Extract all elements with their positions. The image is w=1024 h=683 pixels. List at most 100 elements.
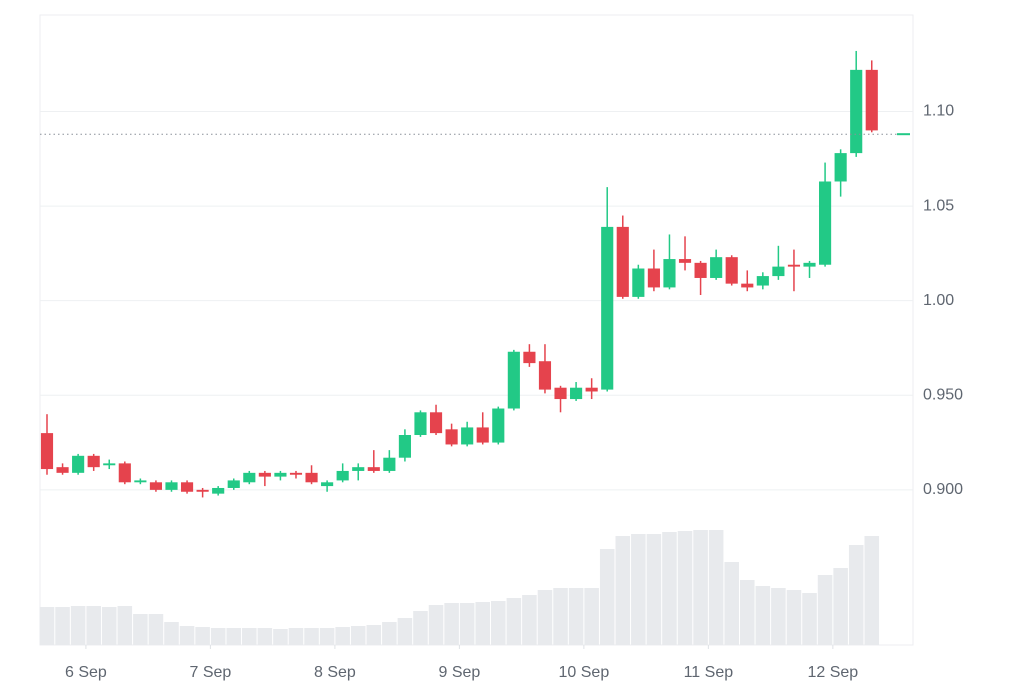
volume-bar bbox=[428, 605, 444, 645]
x-tick-label: 12 Sep bbox=[807, 664, 858, 681]
candle-body bbox=[632, 268, 645, 297]
candle-body bbox=[134, 480, 147, 483]
volume-bar bbox=[568, 588, 584, 645]
volume-bar bbox=[397, 618, 413, 645]
candle-body bbox=[538, 361, 552, 390]
volume-bar bbox=[864, 536, 880, 645]
x-tick-label: 8 Sep bbox=[314, 664, 356, 681]
volume-bar bbox=[491, 601, 506, 645]
volume-bar bbox=[179, 626, 195, 645]
volume-bar bbox=[319, 628, 335, 645]
y-tick-label: 1.10 bbox=[923, 103, 954, 120]
candle-body bbox=[212, 487, 225, 494]
candle-body bbox=[289, 472, 303, 475]
candle-body bbox=[398, 435, 411, 458]
volume-bar bbox=[615, 536, 631, 645]
candle-body bbox=[710, 257, 723, 278]
candle-body bbox=[834, 153, 847, 182]
volume-bar bbox=[304, 628, 319, 645]
volume-bar bbox=[848, 545, 864, 645]
volume-bar bbox=[210, 628, 226, 645]
volume-bar bbox=[584, 588, 599, 645]
y-tick-label: 0.900 bbox=[923, 481, 963, 498]
candle-body bbox=[725, 257, 738, 284]
candle-body bbox=[554, 387, 567, 400]
volume-bar bbox=[802, 593, 817, 645]
candle-body bbox=[663, 259, 676, 288]
x-tick-label: 9 Sep bbox=[438, 664, 480, 681]
candle-body bbox=[352, 467, 365, 471]
candle-body bbox=[445, 429, 458, 445]
candle-body bbox=[180, 482, 194, 492]
volume-bar bbox=[366, 625, 382, 645]
candle-body bbox=[803, 262, 816, 267]
candle-body bbox=[40, 433, 54, 470]
candle-body bbox=[678, 259, 692, 263]
volume-bar bbox=[708, 530, 724, 645]
volume-bar bbox=[662, 532, 677, 645]
candle-body bbox=[72, 455, 85, 473]
volume-bar bbox=[786, 590, 802, 645]
volume-bar bbox=[475, 602, 491, 645]
x-tick-label: 11 Sep bbox=[684, 664, 734, 681]
volume-bar bbox=[677, 531, 693, 645]
candle-body bbox=[787, 264, 801, 267]
candle-body bbox=[118, 463, 131, 483]
candle-body bbox=[103, 463, 116, 466]
candle-body bbox=[461, 427, 474, 445]
volume-bar bbox=[522, 595, 537, 645]
candle-body bbox=[601, 226, 614, 390]
candle-body bbox=[56, 467, 69, 473]
volume-bar bbox=[833, 568, 848, 645]
volume-bar bbox=[631, 534, 646, 645]
volume-bar bbox=[771, 588, 786, 645]
volume-bar bbox=[335, 627, 350, 645]
candle-body bbox=[227, 480, 240, 488]
candle-body bbox=[429, 412, 443, 434]
volume-bar bbox=[537, 590, 553, 645]
volume-bar bbox=[164, 622, 179, 645]
volume-bar bbox=[55, 607, 70, 645]
candle-body bbox=[850, 69, 863, 154]
candle-body bbox=[274, 472, 287, 477]
volume-bar bbox=[257, 628, 273, 645]
candle-body bbox=[87, 455, 100, 468]
volume-bar bbox=[70, 606, 86, 645]
candle-body bbox=[741, 283, 754, 288]
candle-body bbox=[772, 266, 785, 277]
candle-body bbox=[196, 489, 209, 492]
candle-body bbox=[756, 276, 769, 286]
candle-body bbox=[305, 472, 318, 483]
volume-bar bbox=[86, 606, 101, 645]
volume-bar bbox=[693, 530, 708, 645]
candle-body bbox=[476, 427, 489, 443]
volume-bar bbox=[724, 562, 739, 645]
candle-body bbox=[367, 467, 380, 471]
candle-body bbox=[258, 472, 271, 477]
x-tick-label: 10 Sep bbox=[559, 664, 610, 681]
candle-body bbox=[585, 387, 598, 392]
candle-body bbox=[383, 457, 396, 471]
candle-body bbox=[149, 482, 163, 490]
candle-body bbox=[570, 387, 583, 400]
y-tick-label: 1.00 bbox=[923, 292, 954, 309]
candle-body bbox=[819, 181, 832, 265]
volume-bar bbox=[459, 603, 475, 645]
volume-bar bbox=[117, 606, 133, 645]
volume-bar bbox=[817, 575, 833, 645]
candle-body bbox=[165, 482, 178, 490]
candle-body bbox=[523, 351, 536, 364]
candle-body bbox=[321, 482, 334, 487]
volume-bar bbox=[195, 627, 210, 645]
candle-body bbox=[336, 470, 349, 481]
volume-bar bbox=[350, 626, 366, 645]
volume-bar bbox=[148, 614, 164, 645]
y-tick-label: 0.950 bbox=[923, 386, 963, 403]
volume-bar bbox=[226, 628, 242, 645]
volume-bar bbox=[599, 549, 615, 645]
candle-body bbox=[647, 268, 660, 288]
candle-body bbox=[507, 351, 520, 409]
volume-bar bbox=[242, 628, 257, 645]
volume-bar bbox=[273, 629, 288, 645]
volume-bar bbox=[413, 611, 428, 645]
